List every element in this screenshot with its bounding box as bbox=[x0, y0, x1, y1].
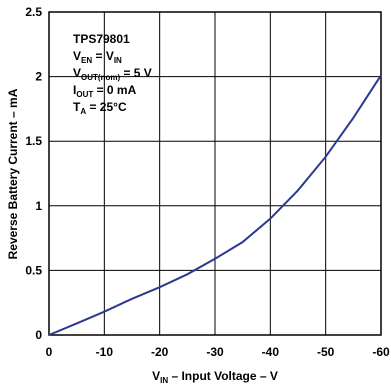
y-tick-label: 2.5 bbox=[25, 5, 42, 19]
plot-frame bbox=[48, 11, 382, 336]
x-tick-label: -60 bbox=[372, 345, 390, 359]
y-tick-labels: 0 0.5 1 1.5 2 2.5 bbox=[25, 5, 42, 342]
annotation-enable: VEN = VIN bbox=[73, 49, 122, 65]
series-group bbox=[48, 74, 382, 336]
y-tick-label: 1 bbox=[35, 199, 42, 213]
annotation-block: TPS79801 VEN = VIN VOUT(nom) = 5 V IOUT … bbox=[73, 32, 152, 116]
x-tick-label: -30 bbox=[206, 345, 224, 359]
y-tick-label: 2 bbox=[35, 70, 42, 84]
y-tick-label: 0 bbox=[35, 328, 42, 342]
x-tick-labels: 0 -10 -20 -30 -40 -50 -60 bbox=[46, 345, 390, 359]
x-tick-label: -10 bbox=[96, 345, 114, 359]
x-tick-label: -50 bbox=[317, 345, 335, 359]
x-tick-label: -20 bbox=[151, 345, 169, 359]
y-tick-label: 0.5 bbox=[25, 263, 42, 277]
x-tick-label: 0 bbox=[46, 345, 53, 359]
annotation-vout: VOUT(nom) = 5 V bbox=[73, 66, 152, 82]
x-tick-label: -40 bbox=[262, 345, 280, 359]
annotation-device: TPS79801 bbox=[73, 32, 130, 46]
series-line bbox=[48, 74, 382, 336]
annotation-temperature: TA = 25°C bbox=[73, 100, 127, 116]
y-axis-label: Reverse Battery Current – mA bbox=[6, 88, 20, 259]
annotation-iout: IOUT = 0 mA bbox=[73, 83, 137, 99]
x-axis-label: VIN – Input Voltage – V bbox=[152, 369, 278, 385]
y-tick-label: 1.5 bbox=[25, 134, 42, 148]
